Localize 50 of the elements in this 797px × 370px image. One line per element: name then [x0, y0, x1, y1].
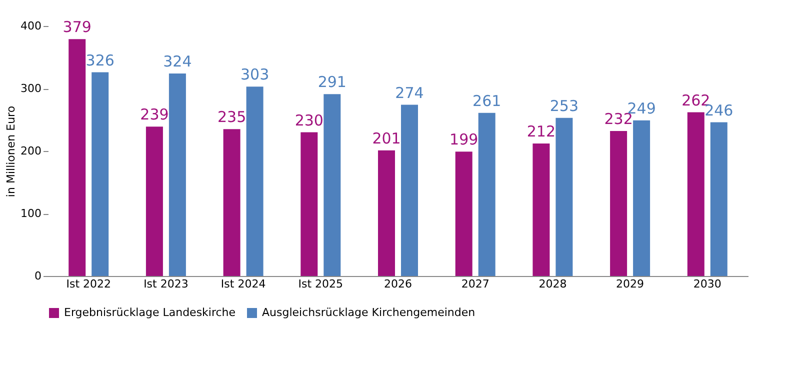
data-label: 235: [217, 108, 246, 126]
bar: [146, 126, 163, 276]
bar: [378, 150, 395, 276]
y-tick-label: 100: [20, 207, 42, 220]
bar: [300, 132, 318, 276]
bar: [246, 86, 264, 276]
data-label: 201: [372, 129, 401, 148]
x-tick-label: Ist 2022: [66, 278, 111, 290]
x-tick-label: Ist 2023: [144, 278, 188, 290]
data-label: 326: [86, 51, 114, 70]
y-tick-label: 0: [34, 270, 42, 282]
bar: [68, 39, 86, 276]
x-tick-label: Ist 2024: [220, 278, 266, 290]
bar: [532, 144, 550, 276]
x-tick-label: 2026: [384, 278, 412, 290]
y-tick-label: 400: [20, 20, 42, 32]
y-tick-label: 300: [20, 82, 42, 95]
y-axis-title: in Millionen Euro: [4, 106, 18, 198]
x-tick-label: Ist 2025: [298, 278, 344, 290]
bar: [223, 129, 240, 276]
data-label: 239: [140, 106, 169, 124]
bar: [92, 72, 109, 276]
bar: [710, 122, 728, 276]
x-tick-label: 2028: [538, 278, 567, 290]
bar: [168, 74, 186, 276]
data-label: 274: [395, 84, 424, 102]
bar: [633, 120, 650, 276]
x-tick-label: 2027: [461, 278, 490, 290]
data-label: 261: [472, 92, 502, 110]
data-label: 324: [163, 52, 192, 70]
bar: [687, 112, 704, 276]
x-tick-label: 2029: [616, 278, 644, 290]
bar: [556, 118, 573, 276]
bar: [455, 152, 472, 276]
bar: [401, 104, 418, 276]
legend-label: Ergebnisrücklage Landeskirche: [64, 306, 236, 319]
data-label: 379: [62, 18, 92, 36]
data-label: 199: [450, 130, 478, 149]
x-tick-label: 2030: [693, 278, 722, 290]
legend-label: Ausgleichsrücklage Kirchengemeinden: [262, 306, 476, 319]
data-label: 230: [294, 111, 324, 130]
y-tick-label: 200: [20, 144, 42, 158]
data-label: 212: [526, 122, 556, 140]
bar: [324, 94, 341, 276]
data-label: 291: [318, 73, 346, 92]
bar: [478, 112, 496, 276]
bar: [610, 131, 628, 276]
data-label: 262: [682, 91, 710, 110]
data-label: 253: [550, 96, 579, 115]
data-label: 303: [240, 66, 270, 84]
